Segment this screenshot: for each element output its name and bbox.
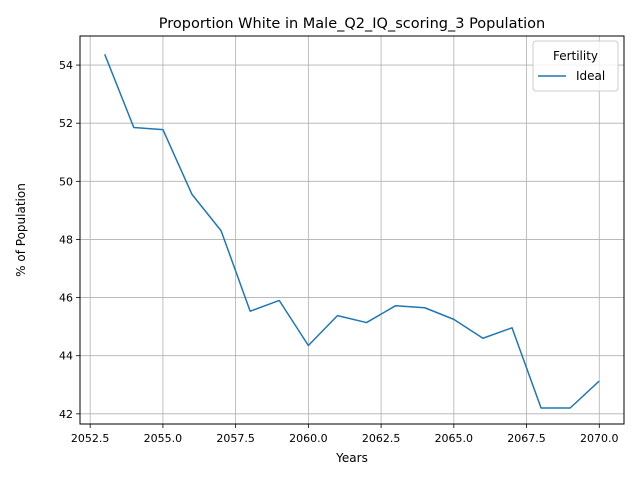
y-axis-ticks: 42 44 46 48 50 52 54	[59, 59, 80, 421]
x-tick-label: 2067.5	[507, 432, 546, 445]
y-tick-label: 54	[59, 59, 73, 72]
legend-title: Fertility	[553, 49, 598, 63]
series-line-0	[104, 54, 600, 409]
y-tick-label: 48	[59, 233, 73, 246]
y-tick-label: 42	[59, 408, 73, 421]
y-axis-label: % of Population	[14, 183, 28, 277]
chart-title: Proportion White in Male_Q2_IQ_scoring_3…	[159, 16, 546, 32]
x-tick-label: 2065.0	[435, 432, 474, 445]
legend-label-ideal: Ideal	[576, 69, 605, 83]
x-tick-label: 2070.0	[580, 432, 619, 445]
grid	[80, 36, 624, 424]
x-tick-label: 2060.0	[289, 432, 328, 445]
y-tick-label: 44	[59, 350, 73, 363]
y-tick-label: 50	[59, 175, 73, 188]
legend: Fertility Ideal	[532, 40, 619, 92]
x-tick-label: 2057.5	[216, 432, 255, 445]
y-tick-label: 46	[59, 292, 73, 305]
x-tick-label: 2055.0	[144, 432, 183, 445]
series-layer	[104, 54, 600, 409]
x-axis-label: Years	[335, 451, 368, 465]
plot-frame	[79, 35, 625, 425]
legend-box	[532, 40, 619, 92]
x-tick-label: 2062.5	[362, 432, 401, 445]
y-tick-label: 52	[59, 117, 73, 130]
x-axis-ticks: 2052.5 2055.0 2057.5 2060.0 2062.5 2065.0 2067…	[71, 424, 619, 445]
x-tick-label: 2052.5	[71, 432, 110, 445]
